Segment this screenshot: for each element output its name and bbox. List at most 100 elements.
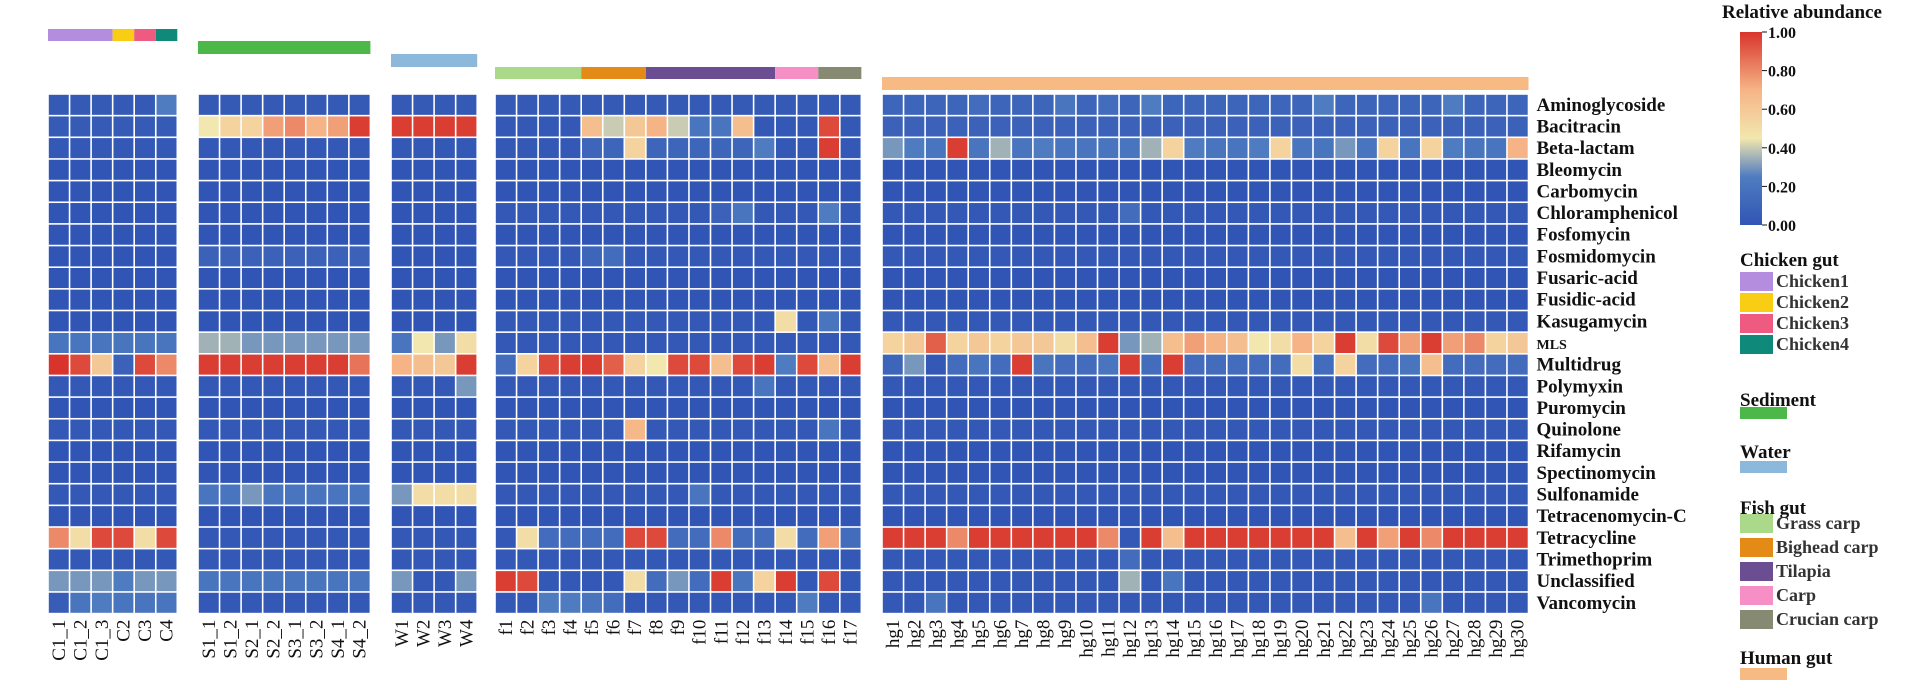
heatmap-cell <box>413 376 434 397</box>
heatmap-cell <box>1055 484 1076 505</box>
heatmap-cell <box>1206 159 1226 180</box>
column-label: hg13 <box>1141 620 1162 658</box>
heatmap-cell <box>1486 203 1507 224</box>
heatmap-cell <box>306 289 327 310</box>
heatmap-cell <box>582 571 602 592</box>
heatmap-cell <box>1184 419 1205 440</box>
heatmap-cell <box>306 441 327 462</box>
heatmap-cell <box>819 311 839 332</box>
heatmap-cell <box>797 203 818 224</box>
heatmap-cell <box>1162 462 1183 483</box>
colorbar-tick-label: 0.60 <box>1768 102 1796 119</box>
heatmap-cell <box>882 181 903 202</box>
row-label: Quinolone <box>1537 420 1621 441</box>
heatmap-cell <box>797 376 818 397</box>
heatmap-cell <box>732 203 753 224</box>
heatmap-cell <box>582 354 602 375</box>
heatmap-cell <box>925 332 946 353</box>
heatmap-cell <box>306 527 327 548</box>
group-annotation-bar <box>495 67 582 79</box>
heatmap-cell <box>1270 246 1291 267</box>
heatmap-cell <box>1378 527 1399 548</box>
heatmap-cell <box>582 268 602 289</box>
heatmap-cell <box>113 246 134 267</box>
heatmap-cell <box>711 311 732 332</box>
heatmap-cell <box>646 224 667 245</box>
heatmap-cell <box>91 289 112 310</box>
heatmap-cell <box>560 527 581 548</box>
heatmap-cell <box>113 224 134 245</box>
heatmap-cell <box>990 159 1011 180</box>
heatmap-cell <box>969 484 989 505</box>
heatmap-cell <box>754 246 775 267</box>
heatmap-cell <box>1443 506 1464 527</box>
heatmap-cell <box>925 289 946 310</box>
heatmap-cell <box>882 397 903 418</box>
heatmap-cell <box>1055 203 1076 224</box>
heatmap-cell <box>391 181 412 202</box>
heatmap-cell <box>156 203 177 224</box>
heatmap-cell <box>840 419 861 440</box>
heatmap-cell <box>156 246 177 267</box>
heatmap-cell <box>1507 138 1528 159</box>
heatmap-cell <box>1141 441 1162 462</box>
heatmap-cell <box>603 94 624 115</box>
heatmap-cell <box>1206 549 1226 570</box>
heatmap-cell <box>1162 138 1183 159</box>
heatmap-cell <box>1012 94 1033 115</box>
heatmap-cell <box>48 397 69 418</box>
group-annotation-bar <box>581 67 646 79</box>
heatmap-cell <box>1033 441 1054 462</box>
heatmap-cell <box>904 462 925 483</box>
heatmap-cell <box>625 441 646 462</box>
heatmap-cell <box>819 441 839 462</box>
heatmap-cell <box>1076 462 1097 483</box>
heatmap-cell <box>1378 311 1399 332</box>
heatmap-cell <box>391 484 412 505</box>
legend-swatch <box>1740 407 1787 419</box>
heatmap-cell <box>1421 571 1442 592</box>
heatmap-cell <box>1507 571 1528 592</box>
heatmap-cell <box>434 224 455 245</box>
legend-label: Bighead carp <box>1776 537 1879 557</box>
heatmap-cell <box>1507 159 1528 180</box>
heatmap-cell <box>1141 159 1162 180</box>
heatmap-cell <box>328 376 349 397</box>
legend-label: Chicken3 <box>1776 313 1849 333</box>
heatmap-cell <box>1270 94 1291 115</box>
heatmap-cell <box>1184 138 1205 159</box>
heatmap-cell <box>156 527 177 548</box>
heatmap-cell <box>1033 549 1054 570</box>
heatmap-cell <box>1400 159 1420 180</box>
heatmap-cell <box>1356 354 1377 375</box>
heatmap-cell <box>220 159 241 180</box>
heatmap-cell <box>1378 484 1399 505</box>
heatmap-cell <box>113 441 134 462</box>
heatmap-cell <box>1378 462 1399 483</box>
heatmap-cell <box>517 441 538 462</box>
heatmap-cell <box>1141 181 1162 202</box>
column-label: hg29 <box>1486 620 1507 658</box>
heatmap-cell <box>48 94 69 115</box>
heatmap-cell <box>349 311 370 332</box>
heatmap-cell <box>1055 246 1076 267</box>
heatmap-cell <box>1356 441 1377 462</box>
heatmap-cell <box>1076 181 1097 202</box>
legend-title: Chicken gut <box>1740 250 1839 271</box>
heatmap-cell <box>538 376 559 397</box>
heatmap-cell <box>1098 246 1119 267</box>
heatmap-cell <box>1335 397 1356 418</box>
heatmap-cell <box>582 289 602 310</box>
legend-swatch <box>1740 562 1773 581</box>
heatmap-cell <box>1292 268 1313 289</box>
heatmap-cell <box>1076 592 1097 613</box>
heatmap-cell <box>1378 94 1399 115</box>
heatmap-cell <box>517 224 538 245</box>
heatmap-cell <box>646 441 667 462</box>
heatmap-cell <box>495 592 516 613</box>
heatmap-cell <box>70 419 91 440</box>
heatmap-cell <box>113 506 134 527</box>
heatmap-cell <box>1270 419 1291 440</box>
heatmap-cell <box>711 224 732 245</box>
heatmap-cell <box>391 289 412 310</box>
